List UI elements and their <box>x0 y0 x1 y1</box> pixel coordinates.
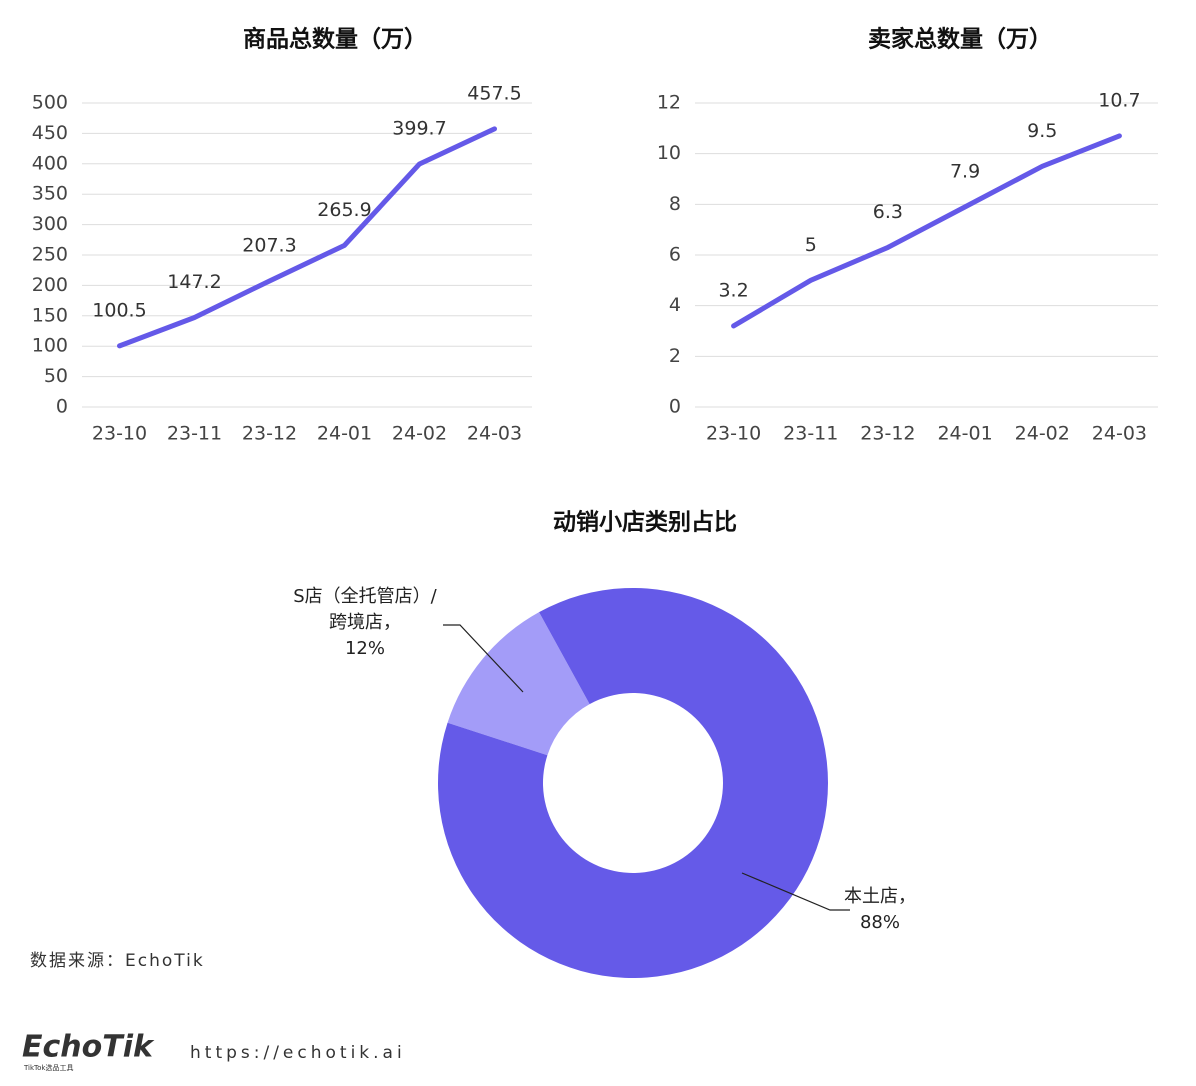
data-label: 9.5 <box>1027 120 1057 142</box>
data-label: 10.7 <box>1098 89 1140 111</box>
data-label: 7.9 <box>950 160 980 182</box>
leader-line <box>741 872 850 911</box>
donut-slice <box>437 588 829 978</box>
data-label: 6.3 <box>873 201 903 223</box>
y-tick-label: 300 <box>32 213 68 235</box>
value-label: 12% <box>344 638 385 659</box>
x-tick-label: 24-01 <box>937 423 992 445</box>
y-tick-label: 8 <box>669 193 681 215</box>
data-label: 399.7 <box>392 117 446 139</box>
y-tick-label: 6 <box>669 244 681 266</box>
y-tick-label: 50 <box>44 365 68 387</box>
y-tick-label: 0 <box>56 396 68 418</box>
leader-line <box>443 624 524 693</box>
y-tick-label: 12 <box>657 92 681 114</box>
data-label: 147.2 <box>167 271 221 293</box>
line-series <box>117 126 497 349</box>
footer-url: https://echotik.ai <box>190 1043 406 1063</box>
x-tick-label: 24-03 <box>1092 423 1147 445</box>
donut-slice <box>447 612 590 756</box>
x-tick-label: 23-10 <box>706 423 761 445</box>
y-tick-label: 150 <box>32 304 68 326</box>
slice-label-text: 本土店， 88% <box>835 884 925 936</box>
y-tick-label: 400 <box>32 152 68 174</box>
slice-label-text: S店（全托管店）/跨境店， 12% <box>290 584 440 662</box>
x-tick-label: 23-12 <box>242 423 297 445</box>
y-tick-label: 350 <box>32 183 68 205</box>
logo: EchoTik <box>22 1030 155 1065</box>
data-label: 100.5 <box>92 299 146 321</box>
y-tick-label: 500 <box>32 92 68 114</box>
x-tick-label: 23-10 <box>92 423 147 445</box>
data-label: 5 <box>805 234 817 256</box>
chart-title: 卖家总数量（万） <box>868 26 1052 53</box>
y-tick-label: 450 <box>32 122 68 144</box>
x-tick-label: 24-02 <box>392 423 447 445</box>
line-series <box>731 133 1122 329</box>
x-tick-label: 24-02 <box>1015 423 1070 445</box>
y-tick-label: 10 <box>657 142 681 164</box>
data-label: 457.5 <box>467 82 521 104</box>
data-label: 3.2 <box>718 279 748 301</box>
data-label: 207.3 <box>242 234 296 256</box>
y-tick-label: 200 <box>32 274 68 296</box>
y-tick-label: 0 <box>669 396 681 418</box>
y-tick-label: 4 <box>669 294 681 316</box>
chart-title: 商品总数量（万） <box>243 26 427 53</box>
data-label: 265.9 <box>317 199 371 221</box>
value-label: 88% <box>859 912 900 933</box>
x-tick-label: 24-03 <box>467 423 522 445</box>
y-tick-label: 100 <box>32 335 68 357</box>
chart-title: 动销小店类别占比 <box>553 510 737 536</box>
source: 数据来源：EchoTik <box>30 951 205 971</box>
y-tick-label: 2 <box>669 345 681 367</box>
slice-label: 本土店， 88% <box>835 884 925 936</box>
y-tick-label: 250 <box>32 244 68 266</box>
category-label: 本土店， <box>844 886 916 907</box>
logo-tagline: TikTok选品工具 <box>23 1063 73 1072</box>
x-tick-label: 23-12 <box>860 423 915 445</box>
x-tick-label: 24-01 <box>317 423 372 445</box>
x-tick-label: 23-11 <box>167 423 222 445</box>
category-label: S店（全托管店）/跨境店， <box>293 586 437 633</box>
slice-label: S店（全托管店）/跨境店， 12% <box>290 584 440 662</box>
x-tick-label: 23-11 <box>783 423 838 445</box>
